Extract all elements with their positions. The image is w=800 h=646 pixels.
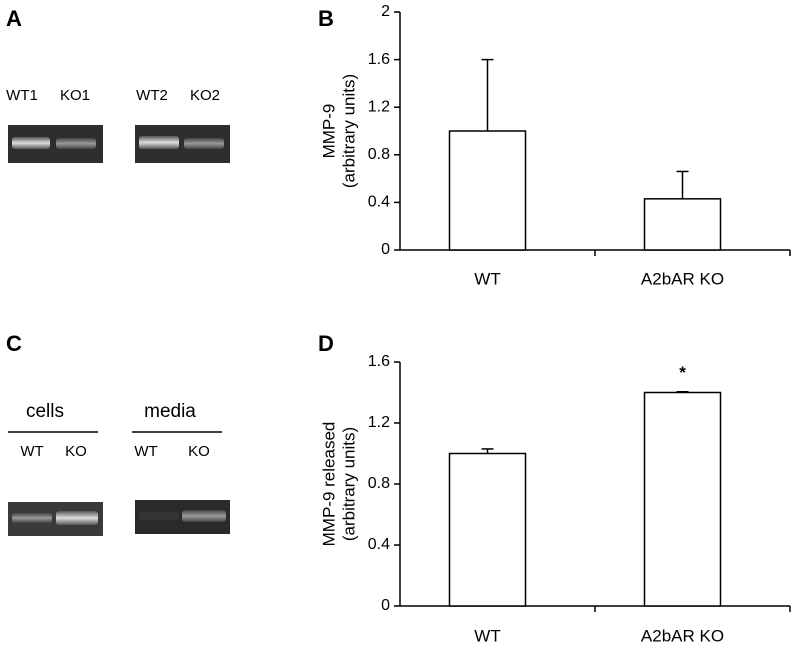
x-tick-label: WT [474,626,500,645]
lane-label: WT [134,443,157,460]
y-tick-label: 2 [381,3,390,20]
bar [448,452,527,607]
annotation: * [679,363,686,382]
y-tick-label: 0.4 [368,536,390,553]
y-tick-label: 0 [381,597,390,614]
y-tick-label: 1.6 [368,51,390,68]
y-tick-label: 0.8 [368,146,390,163]
lane-label: KO [188,443,210,460]
x-tick-label: A2bAR KO [641,269,724,288]
lane-label: KO1 [60,87,90,104]
y-tick-label: 1.2 [368,414,390,431]
x-tick-label: WT [474,269,500,288]
lane-label: WT [20,443,43,460]
bar [448,130,527,251]
x-tick-label: A2bAR KO [641,626,724,645]
y-axis-label: MMP-9 [319,104,338,159]
lane-label: KO [65,443,87,460]
lane-label: WT2 [136,87,168,104]
y-axis-label: (arbitrary units) [339,74,358,188]
gel [8,500,230,536]
group-label: cells [26,401,64,422]
y-tick-label: 0 [381,241,390,258]
panel-label: B [318,6,334,31]
lane-label: WT1 [6,87,38,104]
y-tick-label: 0.4 [368,194,390,211]
y-axis-label: MMP-9 released [319,422,338,547]
gel [8,125,230,163]
bar [643,198,722,251]
panel-label: A [6,6,22,31]
y-tick-label: 1.2 [368,98,390,115]
y-tick-label: 1.6 [368,353,390,370]
panel-label: D [318,331,334,356]
y-axis-label: (arbitrary units) [339,427,358,541]
group-label: media [144,401,196,422]
bar [643,391,722,607]
y-tick-label: 0.8 [368,475,390,492]
lane-label: KO2 [190,87,220,104]
panel-label: C [6,331,22,356]
